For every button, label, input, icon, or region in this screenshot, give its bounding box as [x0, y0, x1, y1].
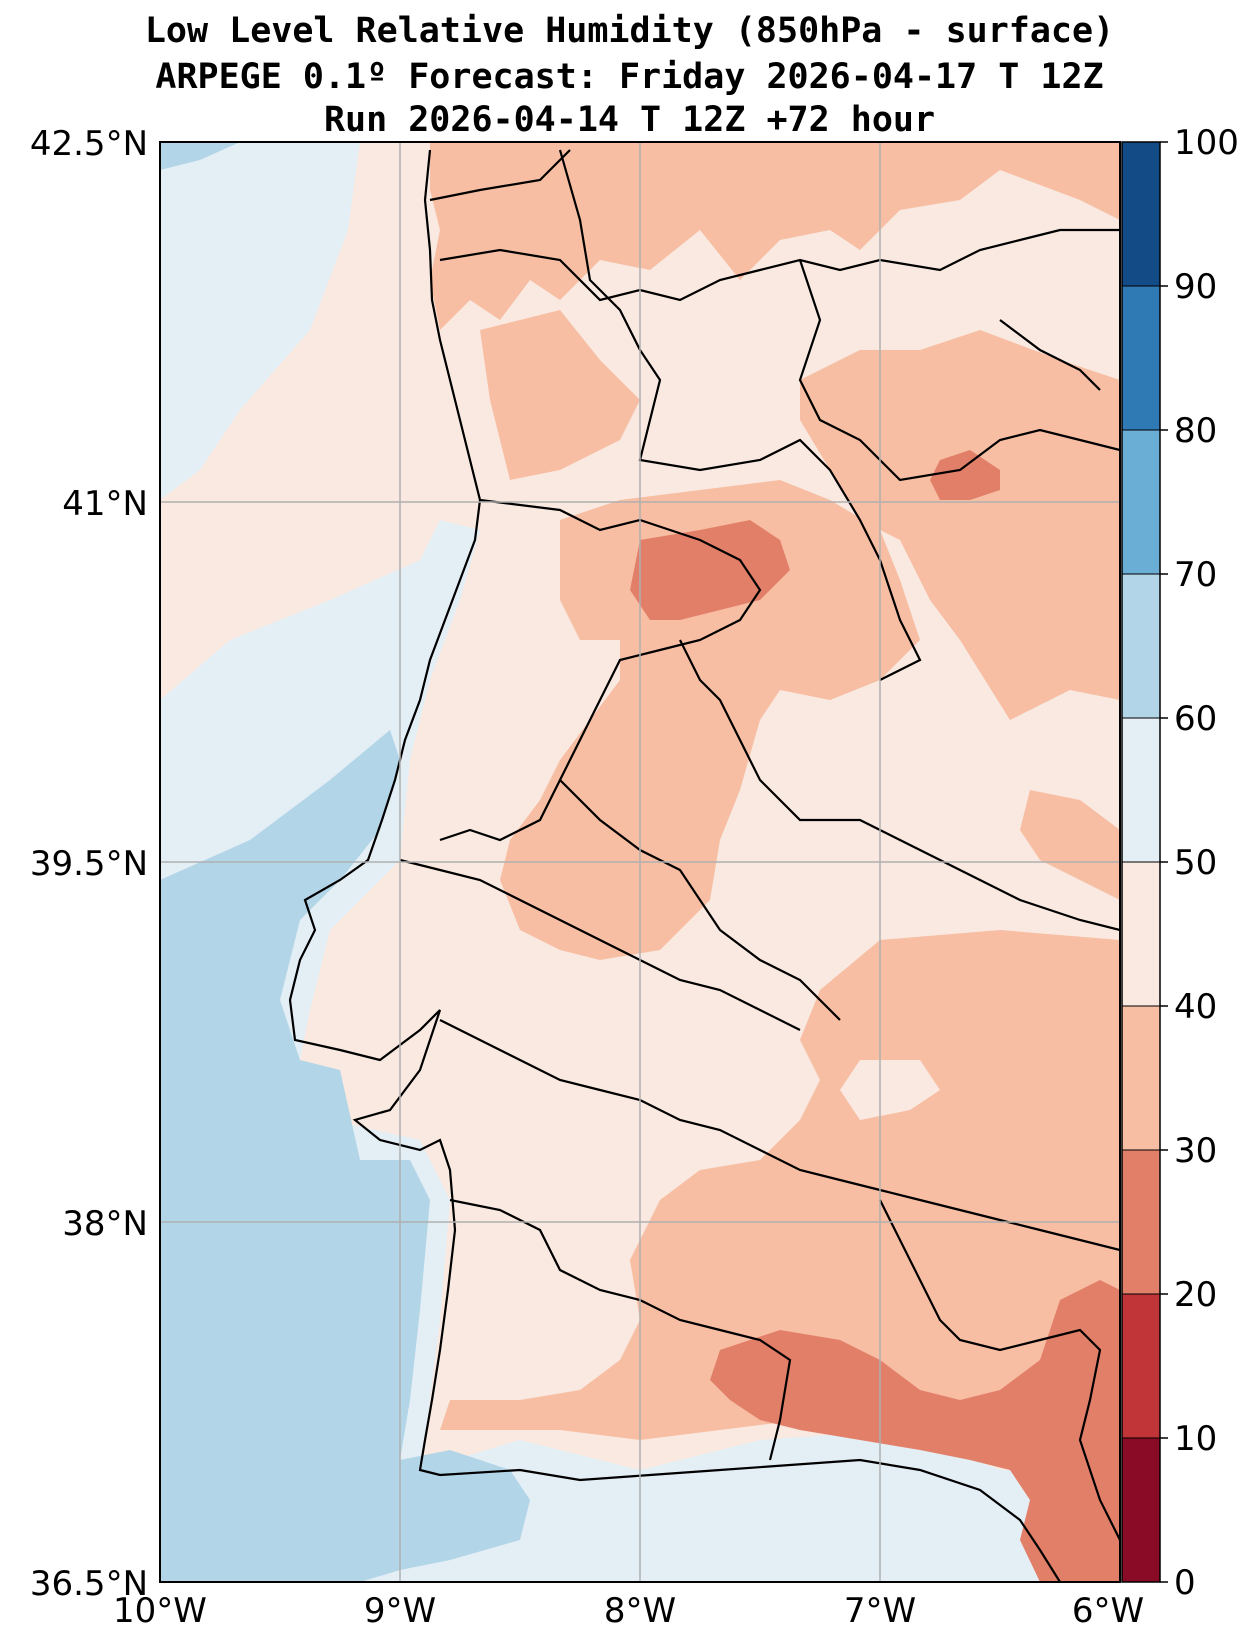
- lat-label: 39.5°N: [30, 844, 148, 884]
- colorbar-band: [1122, 286, 1160, 431]
- lat-label: 36.5°N: [30, 1564, 148, 1604]
- colorbar-label: 0: [1174, 1563, 1196, 1603]
- map-panel: [160, 142, 1120, 1582]
- coastline: [288, 149, 1061, 1582]
- lat-axis: 42.5°N 41°N 39.5°N 38°N 36.5°N: [30, 124, 148, 1604]
- field-40-50-south-hole: [840, 1060, 940, 1120]
- colorbar-band: [1122, 1150, 1160, 1295]
- colorbar-band: [1122, 142, 1160, 287]
- colorbar-band: [1122, 1294, 1160, 1439]
- lon-label: 8°W: [604, 1591, 676, 1631]
- map-frame: [159, 141, 1121, 1583]
- gridlines: [160, 142, 1120, 1582]
- lon-label: 10°W: [113, 1591, 207, 1631]
- border-interior-north: [558, 149, 1120, 681]
- colorbar-label: 100: [1174, 123, 1239, 163]
- field-30-40-east: [1020, 790, 1120, 900]
- colorbar-band: [1122, 1006, 1160, 1151]
- field-20-30-center: [630, 520, 790, 620]
- title-line-3: Run 2026-04-14 T 12Z +72 hour: [323, 100, 936, 140]
- lon-label: 7°W: [844, 1591, 916, 1631]
- colorbar-label: 40: [1174, 987, 1217, 1027]
- colorbar-label: 10: [1174, 1419, 1217, 1459]
- lon-label: 9°W: [364, 1591, 436, 1631]
- colorbar-band: [1122, 718, 1160, 863]
- colorbar-band: [1122, 574, 1160, 719]
- lat-label: 42.5°N: [30, 124, 148, 164]
- lon-label: 6°W: [1072, 1591, 1144, 1631]
- colorbar-label: 80: [1174, 411, 1217, 451]
- border-north: [429, 149, 1120, 302]
- border-interior-south: [399, 858, 1120, 1541]
- field-30-40-north: [430, 142, 1120, 480]
- lon-axis: 10°W 9°W 8°W 7°W 6°W: [113, 1591, 1144, 1631]
- colorbar-band: [1122, 862, 1160, 1007]
- title-line-1: Low Level Relative Humidity (850hPa - su…: [144, 11, 1115, 51]
- colorbar-label: 30: [1174, 1131, 1217, 1171]
- colorbar-label: 60: [1174, 699, 1217, 739]
- lat-label: 41°N: [62, 484, 148, 524]
- title-line-2: ARPEGE 0.1º Forecast: Friday 2026-04-17 …: [155, 57, 1104, 97]
- colorbar-band: [1122, 1438, 1160, 1583]
- lat-label: 38°N: [62, 1204, 148, 1244]
- colorbar-label: 50: [1174, 843, 1217, 883]
- field-30-40-south: [440, 930, 1120, 1480]
- border-interior-center: [439, 498, 1120, 1021]
- colorbar-label: 70: [1174, 555, 1217, 595]
- colorbar-band: [1122, 430, 1160, 575]
- boundaries: [288, 149, 1120, 1582]
- colorbar-label: 90: [1174, 267, 1217, 307]
- field-30-40-center: [500, 480, 920, 960]
- field-20-30-northeast: [930, 450, 1000, 500]
- colorbar-label: 20: [1174, 1275, 1217, 1315]
- field-20-30-south: [710, 1280, 1120, 1582]
